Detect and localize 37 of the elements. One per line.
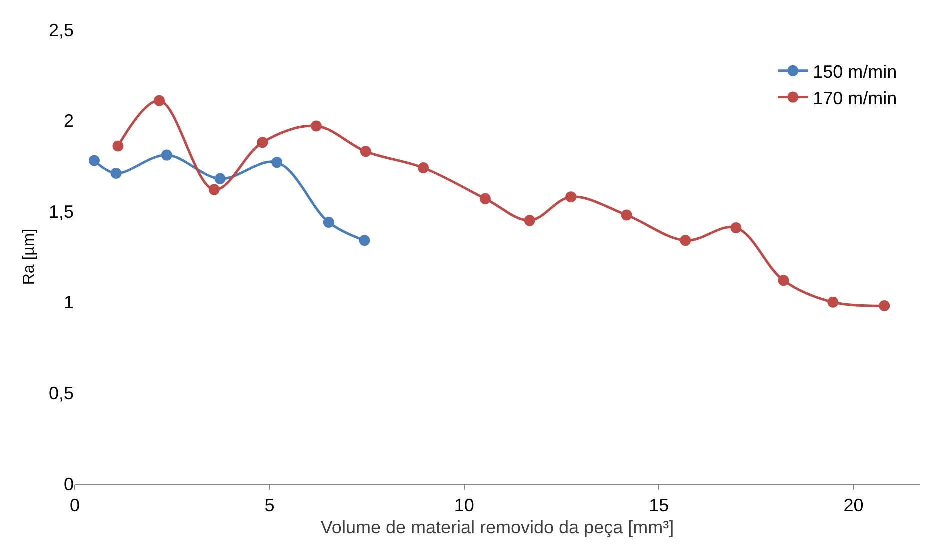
point xyxy=(110,168,122,179)
y-tick-label: 1 xyxy=(64,292,74,313)
x-tick-label: 5 xyxy=(264,496,275,516)
legend-label: 170 m/min xyxy=(813,88,898,108)
point xyxy=(566,192,577,203)
y-tick-label: 0 xyxy=(64,474,74,494)
point xyxy=(524,215,536,226)
x-tick-label: 20 xyxy=(844,496,864,516)
y-tick-label: 2 xyxy=(64,111,74,132)
x-tick-label: 15 xyxy=(649,496,670,516)
point xyxy=(208,184,220,196)
x-tick-label: 10 xyxy=(454,496,474,516)
point xyxy=(112,140,124,152)
point xyxy=(778,275,790,286)
point xyxy=(680,235,692,246)
point xyxy=(161,150,172,161)
point xyxy=(730,222,742,234)
y-tick-label: 2,5 xyxy=(48,20,74,40)
x-axis-title: Volume de material removido da peça [mm³] xyxy=(320,518,674,538)
point xyxy=(88,155,100,166)
y-axis-title: Ra [µm] xyxy=(20,228,38,286)
point xyxy=(879,300,890,312)
point xyxy=(310,120,322,132)
point xyxy=(257,137,268,148)
point xyxy=(828,296,839,308)
point xyxy=(621,210,632,221)
legend-label: 150 m/min xyxy=(813,62,898,82)
y-tick-label: 0,5 xyxy=(48,384,74,404)
point xyxy=(154,95,165,106)
point xyxy=(359,235,370,246)
point xyxy=(418,162,430,174)
y-tick-label: 1,5 xyxy=(48,202,74,222)
point xyxy=(272,157,283,168)
point xyxy=(360,146,372,158)
point xyxy=(323,217,334,228)
point xyxy=(214,173,226,184)
point xyxy=(480,193,491,204)
